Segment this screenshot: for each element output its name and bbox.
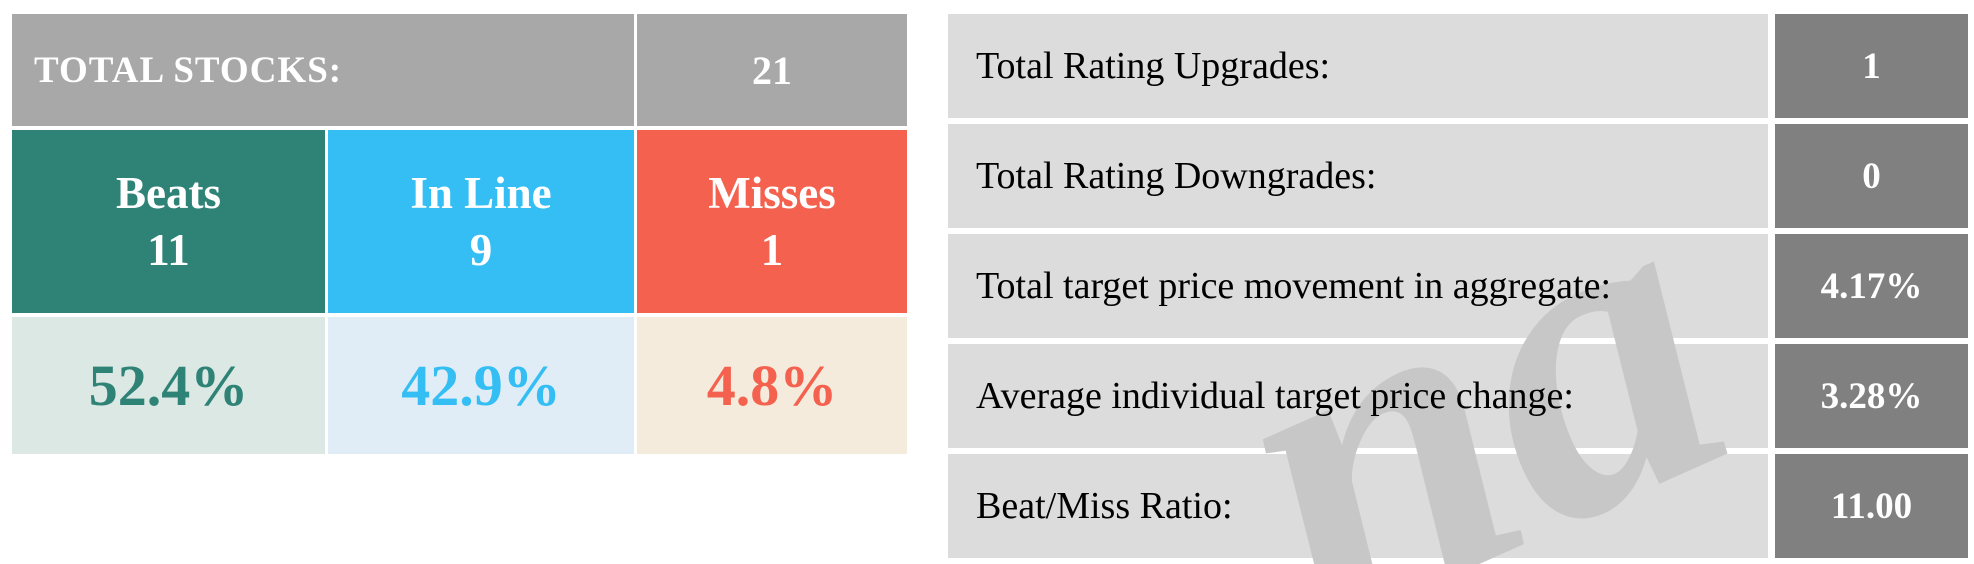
inline-count: 9 bbox=[469, 224, 493, 275]
stat-row-value: 3.28% bbox=[1775, 344, 1968, 448]
stat-row-value: 1 bbox=[1775, 14, 1968, 118]
total-stocks-header-label: TOTAL STOCKS: bbox=[12, 14, 634, 126]
misses-cell: Misses 1 bbox=[637, 130, 907, 313]
inline-label: In Line bbox=[410, 167, 552, 218]
total-stocks-header-value: 21 bbox=[637, 14, 907, 126]
stat-row-value: 11.00 bbox=[1775, 454, 1968, 558]
beats-count: 11 bbox=[147, 224, 190, 275]
misses-count: 1 bbox=[760, 224, 784, 275]
inline-cell: In Line 9 bbox=[328, 130, 634, 313]
beats-label: Beats bbox=[116, 167, 221, 218]
stat-row-value: 0 bbox=[1775, 124, 1968, 228]
stat-row-label: Total Rating Upgrades: bbox=[948, 14, 1768, 118]
stocks-summary-table: TOTAL STOCKS: 21 Beats 11 In Line 9 Miss… bbox=[12, 14, 907, 454]
misses-percent: 4.8% bbox=[637, 317, 907, 454]
ratings-stats-table: Total Rating Upgrades: 1 Total Rating Do… bbox=[948, 14, 1968, 558]
stat-row-label: Beat/Miss Ratio: bbox=[948, 454, 1768, 558]
stat-row-label: Total target price movement in aggregate… bbox=[948, 234, 1768, 338]
beats-percent: 52.4% bbox=[12, 317, 325, 454]
stat-row-label: Total Rating Downgrades: bbox=[948, 124, 1768, 228]
misses-label: Misses bbox=[708, 167, 836, 218]
inline-percent: 42.9% bbox=[328, 317, 634, 454]
stat-row-label: Average individual target price change: bbox=[948, 344, 1768, 448]
beats-cell: Beats 11 bbox=[12, 130, 325, 313]
stat-row-value: 4.17% bbox=[1775, 234, 1968, 338]
